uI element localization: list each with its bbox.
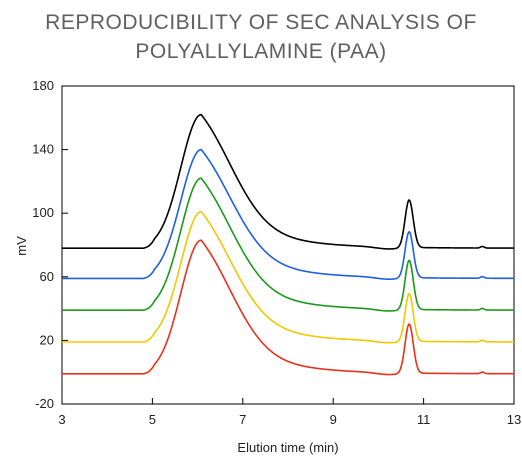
chart-title-line-1: REPRODUCIBILITY OF SEC ANALYSIS OF [45,11,477,34]
y-tick-label: 20 [40,332,54,347]
x-tick-label: 11 [417,412,431,427]
series-line-3 [62,177,514,312]
chart-title: REPRODUCIBILITY OF SEC ANALYSIS OF POLYA… [0,8,522,66]
chart-title-line-2: POLYALLYLAMINE (PAA) [135,40,387,63]
y-tick-label: 140 [32,142,54,157]
y-tick-label: 60 [40,269,54,284]
series-lines [62,113,514,376]
y-axis-label: mV [14,236,29,256]
axis-ticks: 3 5 7 9 11 13 -20 20 60 100 140 180 [32,78,521,427]
x-tick-label: 3 [58,412,65,427]
x-tick-label: 9 [330,412,337,427]
x-tick-label: 13 [507,412,521,427]
y-tick-label: -20 [35,396,54,411]
series-line-5 [62,239,514,376]
series-line-2 [62,148,514,280]
series-line-4 [62,210,514,344]
x-axis-label: Elution time (min) [237,440,338,455]
x-tick-label: 7 [239,412,246,427]
plot-frame [61,85,515,405]
series-line-1 [62,113,514,250]
y-tick-label: 180 [32,78,54,93]
y-tick-label: 100 [32,205,54,220]
x-tick-label: 5 [149,412,156,427]
